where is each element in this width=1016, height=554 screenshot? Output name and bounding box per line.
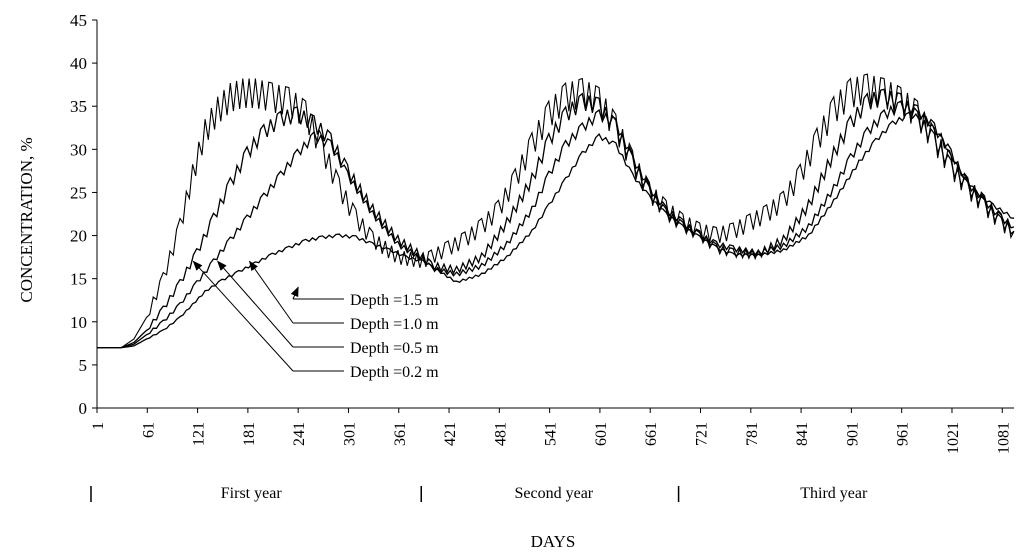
year-label: Third year xyxy=(800,485,868,502)
x-tick-label: 601 xyxy=(593,422,610,446)
y-tick-label: 20 xyxy=(70,227,87,246)
x-tick-label: 241 xyxy=(291,422,308,446)
annotation-arrow xyxy=(290,286,299,300)
axes-group: 0 5 10 15 20 25 30 35 40 45 1 61 121 181 241 301 361 421 4… xyxy=(70,11,1014,502)
y-tick-label: 25 xyxy=(70,183,87,202)
x-tick-label: 781 xyxy=(744,422,761,446)
x-tick-label: 361 xyxy=(392,422,409,446)
annotation-label: Depth =1.0 m xyxy=(350,316,439,333)
annotation-arrow xyxy=(192,260,294,372)
y-tick-label: 5 xyxy=(79,356,88,375)
x-tick-label: 1081 xyxy=(995,422,1012,454)
y-tick-label: 15 xyxy=(70,270,87,289)
year-label: Second year xyxy=(515,485,594,502)
annotation-label: Depth =0.5 m xyxy=(350,340,439,357)
x-axis-title: DAYS xyxy=(531,532,576,551)
x-tick-label: 1021 xyxy=(945,422,962,454)
y-tick-label: 45 xyxy=(70,11,87,30)
y-axis-title: CONCENTRATION, % xyxy=(17,137,36,302)
annotation-arrow xyxy=(248,260,294,324)
year-label: First year xyxy=(221,485,283,502)
x-tick-label: 841 xyxy=(794,422,811,446)
series-line-4 xyxy=(97,73,1015,349)
x-tick-label: 721 xyxy=(694,422,711,446)
series-line-1 xyxy=(97,111,1015,349)
x-tick-label: 181 xyxy=(241,422,258,446)
y-tick-label: 0 xyxy=(79,399,88,418)
x-tick-label: 421 xyxy=(442,422,459,446)
y-tick-label: 40 xyxy=(70,54,87,73)
y-tick-label: 30 xyxy=(70,140,87,159)
x-tick-label: 961 xyxy=(895,422,912,446)
x-tick-label: 481 xyxy=(492,422,509,446)
annotation-arrow xyxy=(217,260,294,348)
annotation-label: Depth =1.5 m xyxy=(350,292,439,309)
x-tick-label: 61 xyxy=(140,422,157,438)
annotations-group: Depth =1.5 m Depth =1.0 m Depth =0.5 m Dept… xyxy=(192,260,439,381)
y-tick-label: 10 xyxy=(70,313,87,332)
x-tick-label: 661 xyxy=(643,422,660,446)
x-tick-label: 121 xyxy=(191,422,208,446)
x-tick-label: 901 xyxy=(844,422,861,446)
series-line-3 xyxy=(97,88,1015,349)
x-tick-label: 541 xyxy=(543,422,560,446)
x-tick-label: 301 xyxy=(341,422,358,446)
x-tick-label: 1 xyxy=(90,422,107,430)
series-line-2 xyxy=(97,100,1015,349)
y-tick-label: 35 xyxy=(70,97,87,116)
annotation-label: Depth =0.2 m xyxy=(350,364,439,381)
